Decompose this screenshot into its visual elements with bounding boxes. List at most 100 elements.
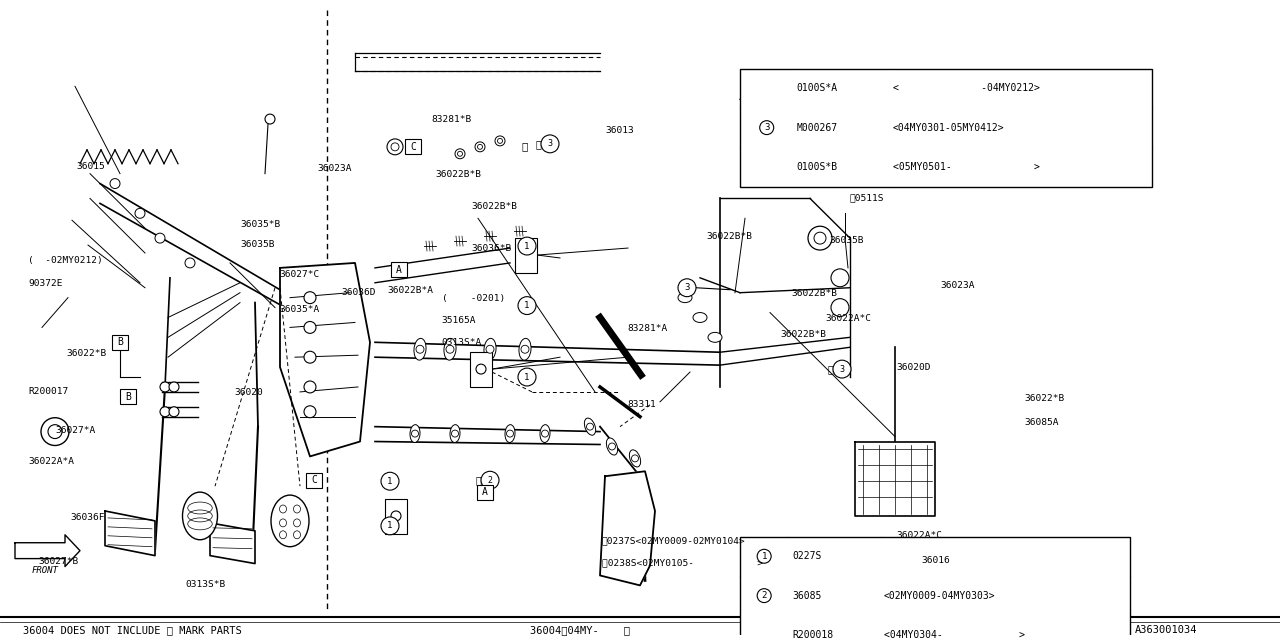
- Circle shape: [521, 346, 529, 353]
- Text: 1: 1: [388, 477, 393, 486]
- Text: 83281*A: 83281*A: [627, 324, 667, 333]
- Text: ※: ※: [535, 139, 541, 149]
- Text: 36020: 36020: [234, 388, 262, 397]
- Circle shape: [541, 135, 559, 153]
- Text: FRONT: FRONT: [32, 566, 59, 575]
- Circle shape: [390, 143, 399, 151]
- Text: 36022A*A: 36022A*A: [28, 457, 74, 466]
- Text: 36013: 36013: [605, 125, 634, 134]
- Text: 36027*C: 36027*C: [279, 270, 319, 279]
- Text: 2: 2: [488, 476, 493, 484]
- Circle shape: [49, 425, 61, 438]
- Polygon shape: [280, 263, 370, 456]
- Text: 35165A: 35165A: [442, 316, 476, 325]
- Text: 36035*B: 36035*B: [241, 220, 280, 228]
- Circle shape: [186, 258, 195, 268]
- Circle shape: [833, 360, 851, 378]
- Text: 36022A*C: 36022A*C: [826, 314, 872, 323]
- Text: 36027*A: 36027*A: [55, 426, 95, 435]
- Text: <02MY0009-04MY0303>: <02MY0009-04MY0303>: [883, 591, 996, 600]
- Circle shape: [518, 237, 536, 255]
- Circle shape: [445, 346, 454, 353]
- Text: A363001034: A363001034: [1135, 625, 1198, 635]
- Text: 36022B*B: 36022B*B: [435, 170, 481, 179]
- Text: <              -04MY0212>: < -04MY0212>: [892, 83, 1039, 93]
- Text: 36004（04MY-    ）: 36004（04MY- ）: [530, 625, 630, 635]
- Circle shape: [586, 423, 594, 430]
- Ellipse shape: [518, 339, 531, 360]
- Text: A: A: [396, 265, 402, 275]
- Ellipse shape: [293, 519, 301, 527]
- Text: 0227S: 0227S: [792, 551, 822, 561]
- Circle shape: [758, 589, 771, 603]
- Ellipse shape: [410, 425, 420, 442]
- Text: 36022A*C: 36022A*C: [896, 531, 942, 540]
- Text: 3: 3: [685, 284, 690, 292]
- Text: ※: ※: [828, 364, 833, 374]
- Circle shape: [808, 226, 832, 250]
- Ellipse shape: [293, 505, 301, 513]
- Text: 83281*B: 83281*B: [431, 115, 471, 124]
- Polygon shape: [105, 511, 155, 556]
- Text: 36022B*B: 36022B*B: [707, 232, 753, 241]
- Ellipse shape: [506, 425, 515, 442]
- Circle shape: [416, 346, 424, 353]
- Text: ※0511S: ※0511S: [850, 194, 884, 203]
- Circle shape: [814, 232, 826, 244]
- Ellipse shape: [413, 339, 426, 360]
- Ellipse shape: [540, 425, 550, 442]
- Circle shape: [134, 209, 145, 218]
- Ellipse shape: [279, 505, 287, 513]
- Text: 83311: 83311: [627, 400, 655, 409]
- Text: 0313S*B: 0313S*B: [186, 580, 225, 589]
- Bar: [740, 68, 1152, 187]
- Text: 36020D: 36020D: [896, 362, 931, 372]
- Text: 36035B: 36035B: [829, 236, 864, 244]
- Text: 0313S*A: 0313S*A: [442, 339, 481, 348]
- Ellipse shape: [692, 312, 707, 323]
- Ellipse shape: [183, 492, 218, 540]
- Circle shape: [495, 136, 506, 146]
- Text: 2: 2: [762, 591, 767, 600]
- Text: 36036*B: 36036*B: [471, 244, 511, 253]
- Circle shape: [477, 145, 483, 149]
- Text: C: C: [410, 142, 416, 152]
- Circle shape: [169, 382, 179, 392]
- Circle shape: [454, 149, 465, 159]
- Text: 36022B*B: 36022B*B: [781, 330, 827, 339]
- Text: R200018: R200018: [792, 630, 833, 640]
- Text: 0100S*B: 0100S*B: [796, 162, 837, 172]
- Circle shape: [608, 443, 616, 450]
- Text: 1: 1: [525, 301, 530, 310]
- Bar: [306, 473, 323, 488]
- Circle shape: [390, 511, 401, 521]
- Ellipse shape: [271, 495, 308, 547]
- Ellipse shape: [279, 519, 287, 527]
- Circle shape: [760, 121, 773, 134]
- Circle shape: [41, 418, 69, 445]
- Polygon shape: [15, 535, 79, 566]
- Text: <04MY0301-05MY0412>: <04MY0301-05MY0412>: [892, 123, 1005, 132]
- Circle shape: [160, 382, 170, 392]
- Bar: [470, 352, 492, 387]
- Ellipse shape: [293, 531, 301, 539]
- Ellipse shape: [451, 425, 460, 442]
- Text: 0100S*A: 0100S*A: [796, 83, 837, 93]
- Circle shape: [452, 430, 458, 437]
- Circle shape: [457, 151, 462, 156]
- Ellipse shape: [630, 450, 640, 467]
- Circle shape: [305, 406, 316, 418]
- Text: <05MY0501-              >: <05MY0501- >: [892, 162, 1039, 172]
- Text: 36022*B: 36022*B: [67, 349, 106, 358]
- Text: ※0237S<02MY0009-02MY0104>: ※0237S<02MY0009-02MY0104>: [602, 536, 745, 545]
- Circle shape: [678, 279, 696, 297]
- Circle shape: [518, 368, 536, 386]
- Ellipse shape: [279, 531, 287, 539]
- Text: 36016: 36016: [922, 556, 950, 564]
- Text: A: A: [483, 487, 488, 497]
- Circle shape: [476, 364, 486, 374]
- Bar: [740, 536, 1130, 640]
- Circle shape: [498, 138, 503, 143]
- Ellipse shape: [678, 292, 692, 303]
- Text: 36023A: 36023A: [941, 281, 975, 291]
